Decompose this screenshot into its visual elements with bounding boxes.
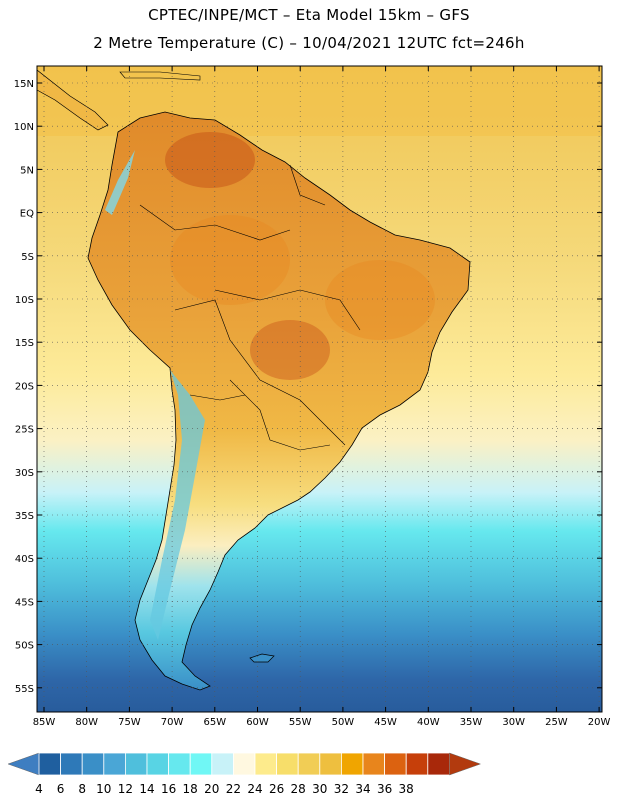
lon-tick-label: 85W xyxy=(33,717,56,728)
colorbar-label: 8 xyxy=(78,782,86,796)
lat-tick-label: 15N xyxy=(14,79,34,90)
colorbar-swatch xyxy=(125,752,148,776)
colorbar-swatch xyxy=(340,752,364,776)
lat-tick-label: 30S xyxy=(15,468,34,479)
colorbar-swatch xyxy=(103,752,126,776)
lat-tick-label: EQ xyxy=(20,209,34,220)
colorbar-swatch xyxy=(319,752,342,776)
lat-tick-label: 20S xyxy=(15,381,34,392)
colorbar-swatch xyxy=(384,752,407,776)
lat-tick-label: 5N xyxy=(20,165,34,176)
lat-tick-label: 25S xyxy=(15,425,34,436)
lat-tick-label: 5S xyxy=(21,252,34,263)
lat-tick-label: 10S xyxy=(15,295,34,306)
colorbar-swatch xyxy=(362,752,386,776)
colorbar-label: 36 xyxy=(377,782,392,796)
lon-tick-label: 65W xyxy=(203,717,226,728)
lon-tick-label: 80W xyxy=(75,717,98,728)
colorbar-label: 30 xyxy=(312,782,327,796)
lon-tick-label: 55W xyxy=(289,717,312,728)
colorbar-label: 10 xyxy=(96,782,111,796)
lon-tick-label: 75W xyxy=(118,717,141,728)
colorbar-label: 14 xyxy=(139,782,154,796)
lon-tick-label: 35W xyxy=(460,717,483,728)
colorbar-label: 34 xyxy=(355,782,370,796)
colorbar-swatch xyxy=(427,752,450,776)
continent-south-america xyxy=(87,111,471,691)
colorbar-swatch xyxy=(38,752,62,776)
lon-tick-label: 45W xyxy=(374,717,397,728)
map-title: CPTEC/INPE/MCT – Eta Model 15km – GFS xyxy=(148,6,470,24)
colorbar-label: 22 xyxy=(226,782,241,796)
colorbar-swatch xyxy=(405,752,429,776)
colorbar: 4 6 8 10 12 14 16 18 20 22 24 26 28 30 32 34 36 38 xyxy=(7,752,482,796)
longitude-labels: 85W 80W 75W 70W 65W 60W 55W 50W 45W 40W 35W 30W 25W 2… xyxy=(33,717,611,728)
colorbar-label: 6 xyxy=(57,782,65,796)
country-borders xyxy=(139,164,361,451)
colorbar-swatch xyxy=(60,752,83,776)
colorbar-label: 26 xyxy=(269,782,284,796)
lon-tick-label: 25W xyxy=(545,717,568,728)
colorbar-label: 38 xyxy=(399,782,414,796)
colorbar-swatch xyxy=(146,752,170,776)
lat-tick-label: 10N xyxy=(14,122,34,133)
colorbar-low-arrow xyxy=(7,752,40,776)
colorbar-swatch xyxy=(276,752,299,776)
lat-tick-label: 45S xyxy=(15,597,34,608)
map-frame xyxy=(36,65,603,713)
lon-tick-label: 20W xyxy=(588,717,611,728)
lon-tick-label: 60W xyxy=(246,717,269,728)
colorbar-label: 16 xyxy=(161,782,176,796)
colorbar-label: 28 xyxy=(291,782,306,796)
colorbar-swatch xyxy=(232,752,256,776)
colorbar-swatch xyxy=(297,752,321,776)
colorbar-swatch xyxy=(189,752,213,776)
colorbar-swatch xyxy=(211,752,234,776)
lon-tick-label: 50W xyxy=(332,717,355,728)
colorbar-label: 18 xyxy=(183,782,198,796)
map-subtitle: 2 Metre Temperature (C) – 10/04/2021 12U… xyxy=(93,34,525,52)
colorbar-label: 24 xyxy=(247,782,262,796)
lat-tick-label: 55S xyxy=(15,684,34,695)
colorbar-label: 20 xyxy=(204,782,219,796)
latitude-labels: 15N 10N 5N EQ 5S 10S 15S 20S 25S 30S 35S 40S 45S 50S 5… xyxy=(14,79,34,695)
colorbar-swatch xyxy=(254,752,278,776)
lat-tick-label: 35S xyxy=(15,511,34,522)
lon-tick-label: 30W xyxy=(502,717,525,728)
lon-tick-label: 70W xyxy=(161,717,184,728)
lon-tick-label: 40W xyxy=(417,717,440,728)
colorbar-swatch xyxy=(81,752,105,776)
colorbar-high-arrow xyxy=(449,752,482,776)
lat-tick-label: 50S xyxy=(15,641,34,652)
colorbar-swatch xyxy=(168,752,191,776)
colorbar-label: 32 xyxy=(334,782,349,796)
lat-tick-label: 15S xyxy=(15,338,34,349)
graticule xyxy=(37,66,602,712)
colorbar-label: 12 xyxy=(118,782,133,796)
colorbar-label: 4 xyxy=(35,782,43,796)
lat-tick-label: 40S xyxy=(15,554,34,565)
